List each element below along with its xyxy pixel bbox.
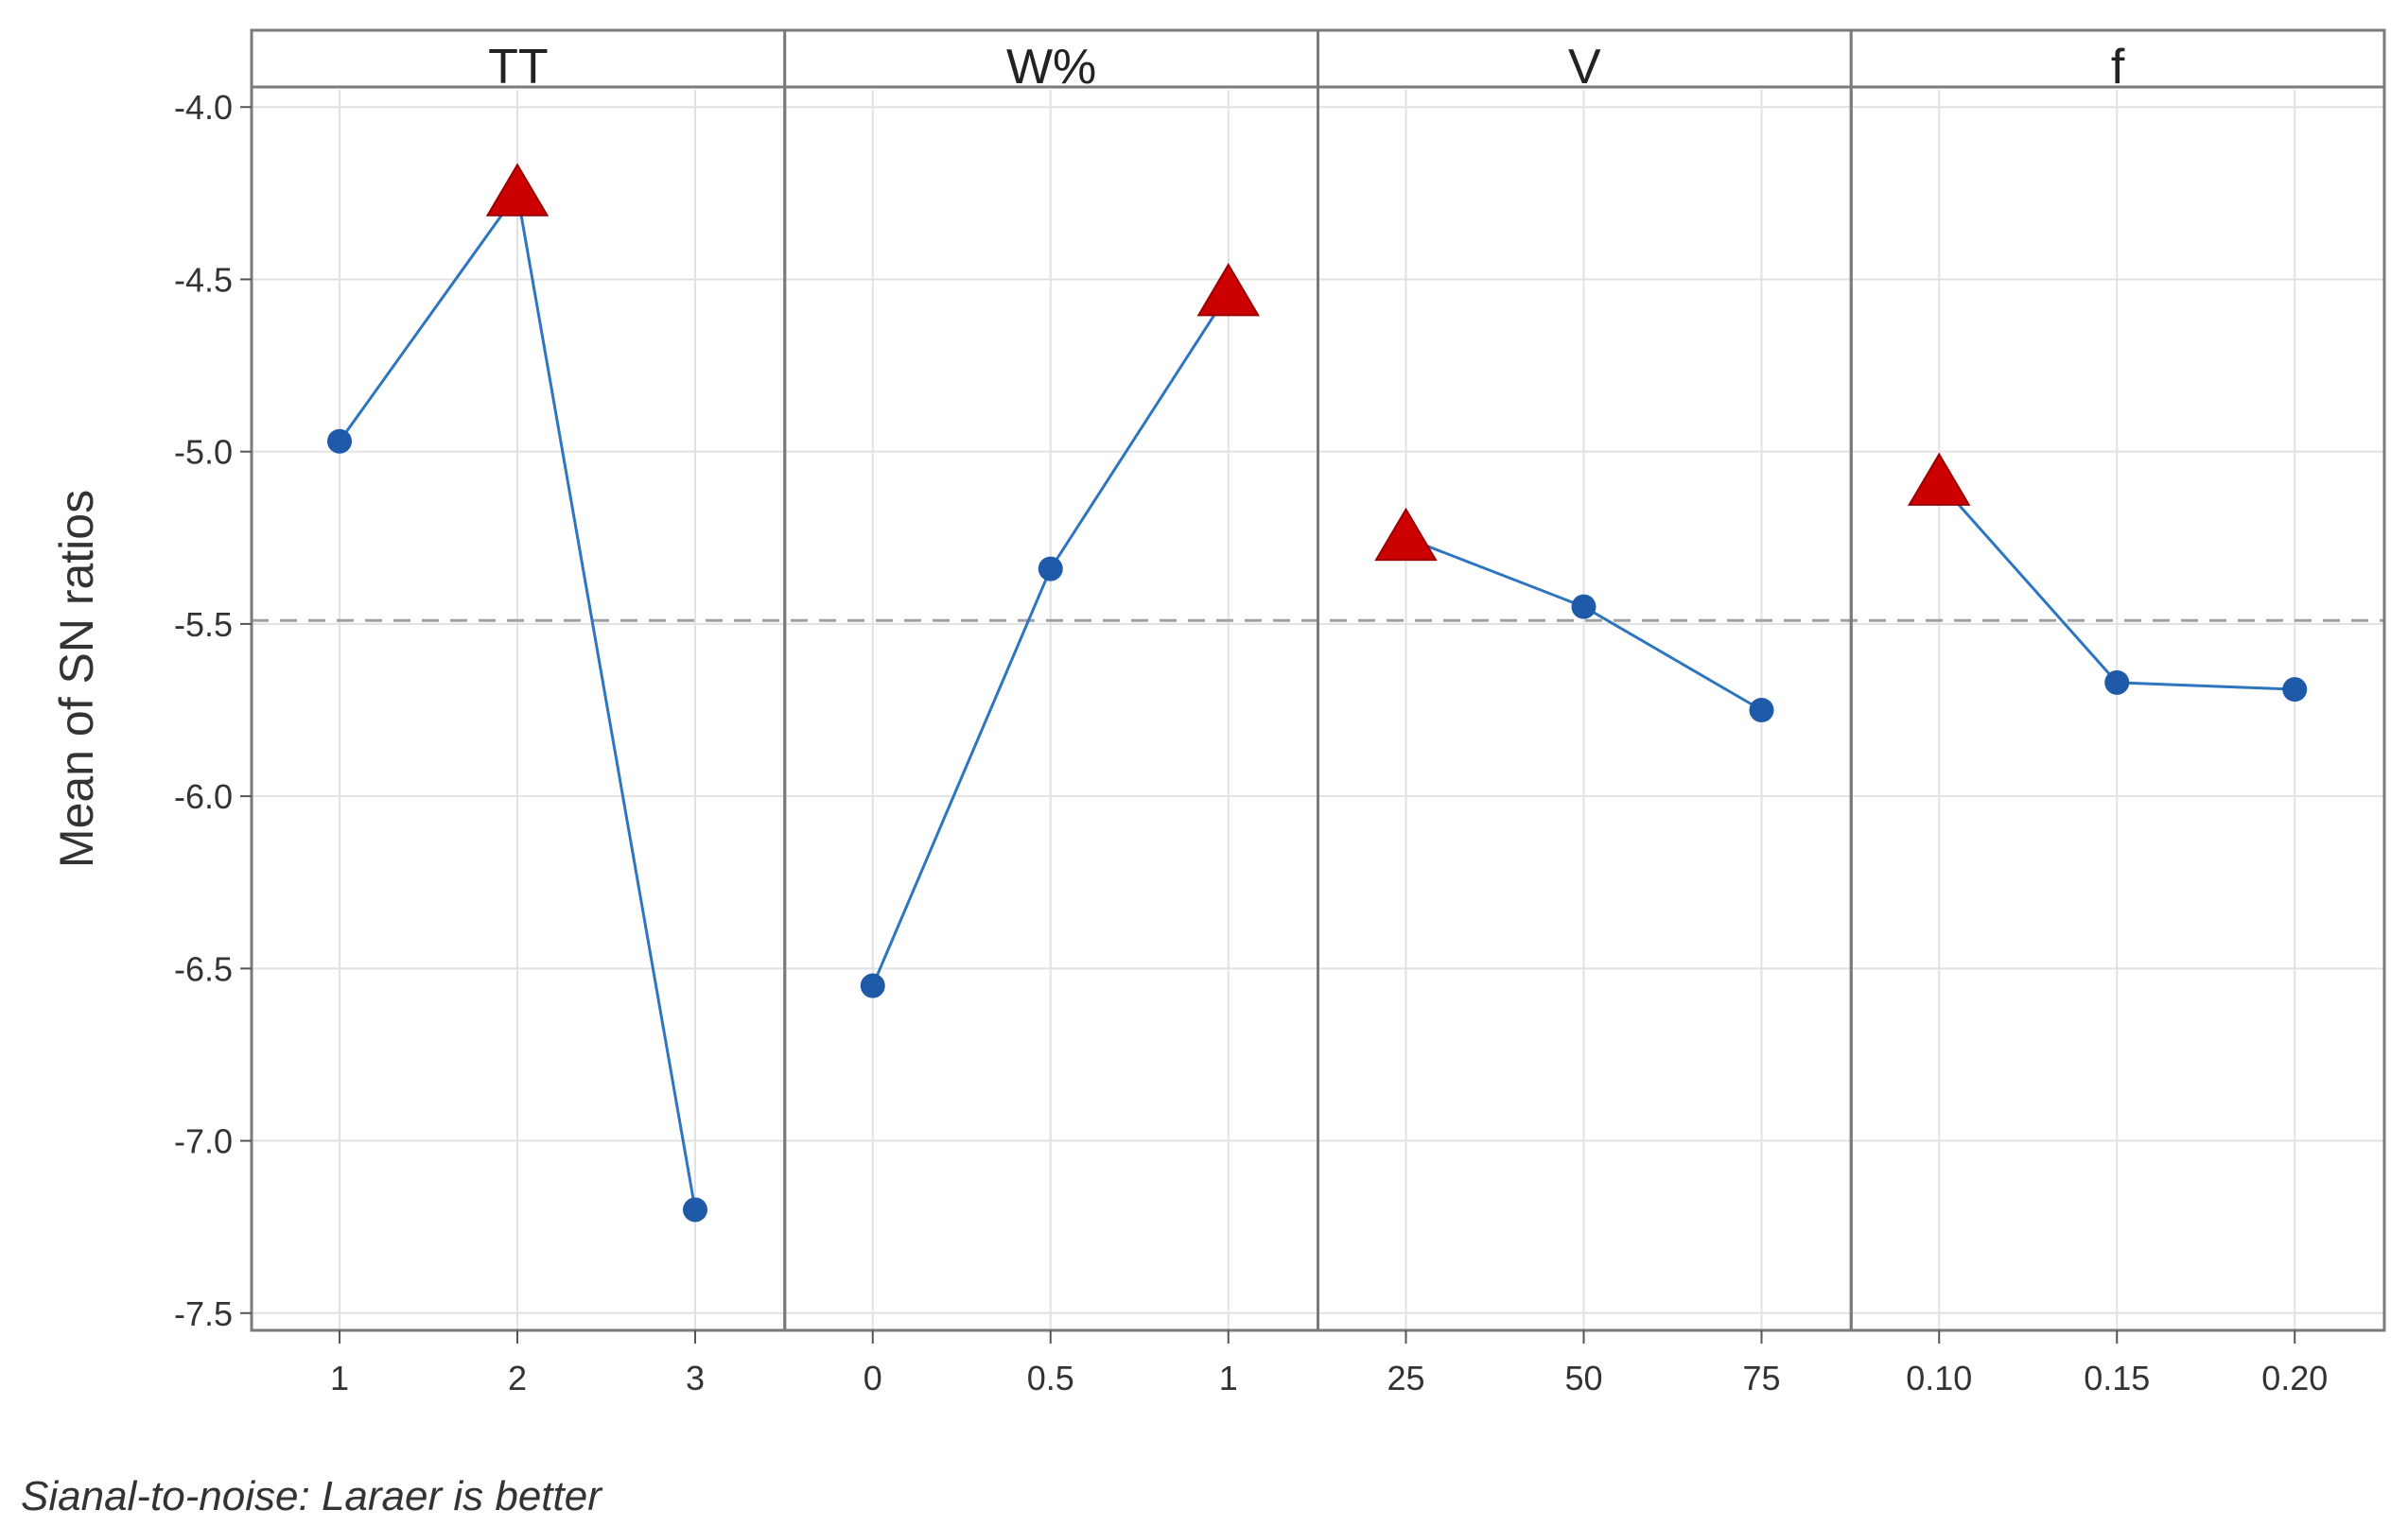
panel-strip [1317, 28, 1853, 89]
best-level-marker [1374, 507, 1438, 562]
panel-1: TT 1 2 3 [250, 28, 787, 1397]
x-tick-label: 2 [508, 1359, 527, 1397]
data-point [2282, 677, 2308, 703]
data-point [2104, 669, 2130, 695]
x-tick-label: 0 [864, 1359, 882, 1397]
footnote: Sianal-to-noise: Laraer is better [21, 1473, 603, 1519]
panels: TT 1 2 3 W% 0 0.5 1 V 25 50 75 f 0.10 0.15 0.20 [250, 28, 2386, 1397]
data-point [327, 428, 352, 454]
y-axis: -4.0 -4.5 -5.0 -5.5 -6.0 -6.5 -7.0 -7.5 [174, 88, 252, 1333]
panel-title: W% [1006, 40, 1096, 95]
data-point [683, 1197, 707, 1223]
y-tick-label: -7.5 [174, 1294, 233, 1333]
x-tick-label: 50 [1564, 1359, 1602, 1397]
data-point [1038, 556, 1063, 581]
y-tick-label: -6.5 [174, 949, 233, 988]
y-tick-label: -5.5 [174, 605, 233, 644]
best-level-marker [485, 163, 550, 217]
x-tick-label: 0.20 [2261, 1359, 2328, 1397]
best-level-marker [1196, 263, 1261, 317]
panel-3: V 25 50 75 [1317, 28, 1853, 1397]
data-point [1749, 698, 1774, 722]
data-point [1571, 594, 1597, 619]
panel-title: f [2111, 40, 2125, 95]
panel-title: V [1568, 40, 1601, 95]
panel-strip [783, 28, 1319, 89]
y-tick-label: -6.0 [174, 777, 233, 816]
x-tick-label: 0.5 [1027, 1359, 1074, 1397]
panel-2: W% 0 0.5 1 [783, 28, 1319, 1397]
x-tick-label: 1 [330, 1359, 349, 1397]
x-tick-label: 0.10 [1906, 1359, 1972, 1397]
panel-4: f 0.10 0.15 0.20 [1849, 28, 2386, 1397]
data-point [860, 973, 885, 998]
panel-strip [1849, 28, 2386, 89]
x-tick-label: 25 [1387, 1359, 1424, 1397]
x-tick-label: 75 [1742, 1359, 1780, 1397]
y-tick-label: -7.0 [174, 1122, 233, 1161]
best-level-marker [1907, 452, 1971, 506]
x-tick-label: 0.15 [2084, 1359, 2150, 1397]
x-tick-label: 3 [686, 1359, 705, 1397]
y-axis-label: Mean of SN ratios [50, 490, 103, 868]
y-tick-label: -4.5 [174, 260, 233, 299]
panel-title: TT [488, 40, 549, 95]
x-tick-label: 1 [1219, 1359, 1238, 1397]
y-tick-label: -4.0 [174, 88, 233, 127]
y-tick-label: -5.0 [174, 433, 233, 472]
